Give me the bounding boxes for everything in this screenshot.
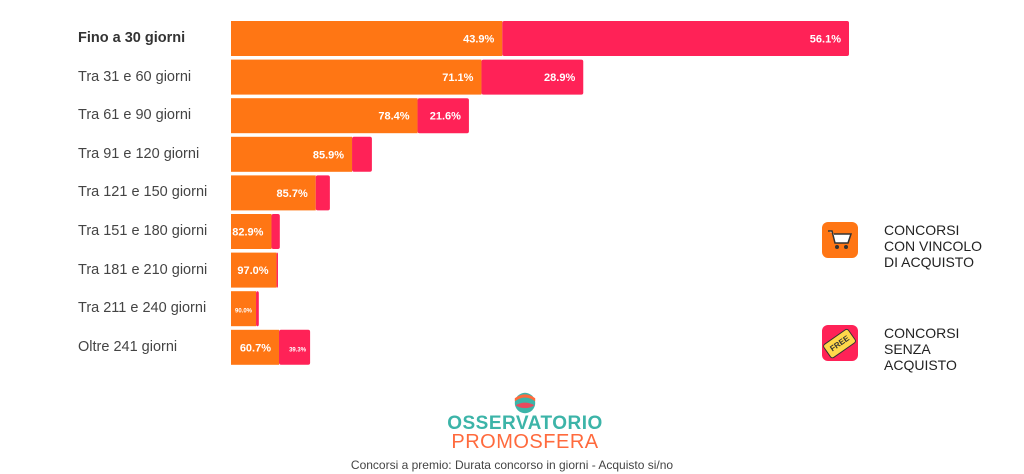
data-label: 43.9%	[463, 34, 494, 46]
bar-free	[271, 214, 280, 249]
category-label: Fino a 30 giorni	[78, 30, 186, 46]
legend-item-free: FREE CONCORSI SENZA ACQUISTO	[822, 325, 1004, 373]
data-label: 71.1%	[442, 72, 473, 84]
bar-purchase	[231, 291, 257, 327]
data-label: 60.7%	[240, 342, 271, 354]
data-label: 97.0%	[237, 265, 268, 277]
category-label: Tra 211 e 240 giorni	[78, 300, 207, 317]
legend-label: ACQUISTO	[884, 357, 957, 373]
bar-free	[279, 329, 311, 365]
globe-icon	[514, 392, 536, 414]
data-label: 85.9%	[313, 149, 344, 161]
bar-free	[502, 21, 849, 56]
bar-purchase	[231, 329, 280, 365]
data-label: 78.4%	[378, 111, 409, 123]
bar-free	[352, 136, 372, 172]
data-label: 90.0%	[235, 309, 253, 315]
bar-free	[276, 252, 278, 288]
shopping-cart-icon	[822, 222, 858, 258]
category-label: Tra 61 e 90 giorni	[78, 107, 192, 124]
free-tag-icon: FREE	[822, 325, 858, 361]
legend-label: CONCORSI	[884, 325, 960, 341]
data-label: 82.9%	[232, 227, 263, 239]
category-label: Tra 151 e 180 giorni	[78, 223, 208, 239]
legend-label: CONCORSI	[884, 222, 960, 238]
bar-purchase	[231, 98, 418, 134]
logo: OSSERVATORIO PROMOSFERA	[440, 392, 610, 452]
bar-free	[417, 98, 469, 134]
data-label: 56.1%	[810, 34, 841, 46]
legend-label: SENZA	[884, 341, 931, 357]
bar-purchase	[231, 214, 272, 249]
category-label: Tra 31 e 60 giorni	[78, 68, 192, 85]
bar-free	[481, 59, 584, 95]
bar-purchase	[231, 21, 503, 56]
data-label: 21.6%	[430, 111, 461, 123]
bar-purchase	[231, 136, 353, 172]
category-label: Tra 181 e 210 giorni	[78, 261, 208, 278]
bar-free	[256, 291, 259, 327]
category-label: Tra 91 e 120 giorni	[78, 145, 200, 162]
bar-purchase	[231, 59, 482, 95]
data-label: 85.7%	[277, 188, 308, 200]
legend-item-purchase: CONCORSI CON VINCOLO DI ACQUISTO	[822, 222, 1004, 270]
bar-purchase	[231, 175, 316, 211]
legend-label: CON VINCOLO	[884, 238, 983, 254]
bar-free	[315, 175, 330, 211]
data-label: 39.3%	[289, 347, 307, 353]
legend-label: DI ACQUISTO	[884, 254, 974, 270]
bar-purchase	[231, 252, 277, 288]
data-label: 28.9%	[544, 72, 575, 84]
category-label: Oltre 241 giorni	[78, 338, 178, 355]
chart-caption: Concorsi a premio: Durata concorso in gi…	[350, 458, 674, 472]
category-label: Tra 121 e 150 giorni	[78, 184, 208, 201]
